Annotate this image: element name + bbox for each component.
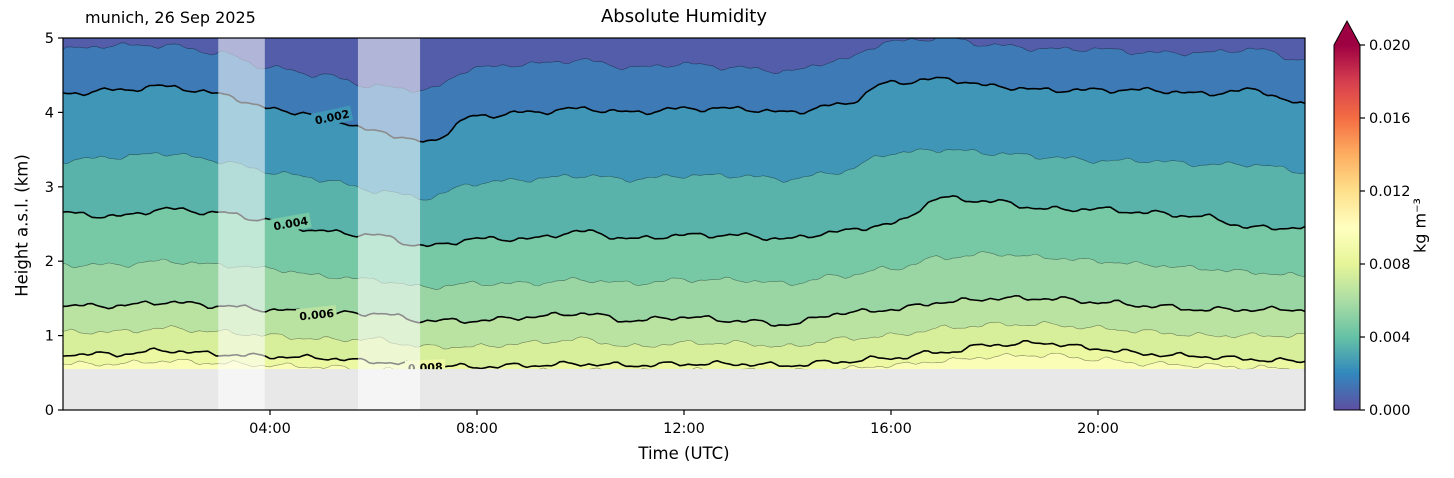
- y-axis-label: Height a.s.l. (km): [12, 154, 32, 297]
- x-tick-label: 16:00: [870, 421, 912, 437]
- y-tick-label: 0: [45, 403, 54, 419]
- x-axis-label: Time (UTC): [638, 444, 730, 463]
- colorbar-gradient: [1334, 45, 1360, 410]
- data-gap-band: [357, 38, 421, 410]
- x-tick-label: 08:00: [456, 421, 498, 437]
- colorbar-tick-label: 0.000: [1369, 403, 1411, 419]
- colorbar-extend-arrow: [1334, 21, 1360, 45]
- contour-label: 0.008: [408, 361, 443, 376]
- colorbar-tick-label: 0.008: [1369, 257, 1411, 273]
- y-tick-label: 2: [45, 254, 54, 270]
- data-gap-band: [218, 38, 265, 410]
- station-date-label: munich, 26 Sep 2025: [85, 8, 256, 27]
- data-gap-bands: [218, 38, 421, 410]
- chart-title: Absolute Humidity: [600, 6, 767, 27]
- colorbar-label: kg m⁻³: [1410, 198, 1430, 253]
- colorbar-tick-label: 0.020: [1369, 38, 1411, 54]
- colorbar-tick-label: 0.012: [1369, 184, 1411, 200]
- x-tick-label: 20:00: [1077, 421, 1119, 437]
- colorbar-tick-label: 0.004: [1369, 330, 1411, 346]
- y-tick-label: 4: [45, 105, 54, 121]
- y-tick-label: 3: [45, 180, 54, 196]
- below-surface-mask: [63, 369, 1305, 410]
- colorbar-tick-label: 0.016: [1369, 111, 1411, 127]
- contour-label: 0.004: [273, 214, 310, 233]
- x-tick-label: 12:00: [663, 421, 705, 437]
- contour-label: 0.006: [299, 307, 335, 324]
- colorbar-outline: [1333, 19, 1361, 411]
- x-tick-label: 04:00: [249, 421, 291, 437]
- y-tick-label: 5: [45, 31, 54, 47]
- y-tick-label: 1: [45, 329, 54, 345]
